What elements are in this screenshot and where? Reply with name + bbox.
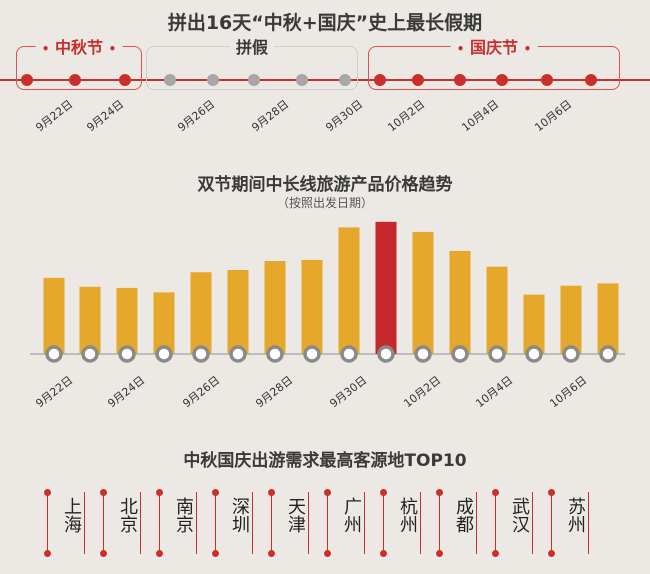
city-name: 天津 <box>285 497 306 533</box>
timeline-day-dot <box>119 74 131 86</box>
bar-base-dot <box>192 345 210 363</box>
timeline-day-dot <box>339 74 351 86</box>
price-bar <box>523 294 545 354</box>
timeline-day-dot <box>207 74 219 86</box>
mid-autumn-label: • 中秋节 • <box>35 34 123 58</box>
city-marker-dot <box>436 489 443 496</box>
bar-base-dot <box>303 345 321 363</box>
city-marker-dot <box>100 489 107 496</box>
national-day-group: • 国庆节 • <box>368 34 620 90</box>
city-marker-dot <box>380 489 387 496</box>
bar-base-dot <box>377 345 395 363</box>
price-bar <box>375 221 397 354</box>
bridge-leave-label: 拼假 <box>229 34 275 58</box>
price-bar <box>449 250 471 354</box>
timeline-day-dot <box>248 74 260 86</box>
city-marker-dot <box>212 489 219 496</box>
city-marker-dot <box>156 550 163 557</box>
chart-subtitle: （按照出发日期） <box>276 196 373 210</box>
city-marker-dot <box>436 550 443 557</box>
price-bar <box>227 270 249 354</box>
timeline-day-dot <box>412 74 424 86</box>
city-item: 武汉 <box>492 489 533 557</box>
bar-base-dot <box>340 345 358 363</box>
city-item: 南京 <box>156 489 197 557</box>
cities-title: 中秋国庆出游需求最高客源地TOP10 <box>183 451 467 471</box>
timeline-day-dot <box>164 74 176 86</box>
city-marker-dot <box>548 550 555 557</box>
timeline-day-dot <box>454 74 466 86</box>
bar-base-dot <box>45 345 63 363</box>
bridge-leave-group: 拼假 <box>146 34 358 90</box>
bar-base-dot <box>266 345 284 363</box>
price-bar <box>486 266 508 354</box>
city-marker-dot <box>44 489 51 496</box>
city-marker-dot <box>548 489 555 496</box>
main-title: 拼出16天“中秋+国庆”史上最长假期 <box>167 12 483 34</box>
bar-base-dot <box>155 345 173 363</box>
city-item: 苏州 <box>548 489 589 557</box>
price-bar <box>412 231 434 354</box>
city-item: 上海 <box>44 489 85 557</box>
city-name: 武汉 <box>509 497 530 533</box>
city-marker-dot <box>492 489 499 496</box>
bar-base-dot <box>451 345 469 363</box>
bar-base-dot <box>488 345 506 363</box>
city-item: 深圳 <box>212 489 253 557</box>
timeline-day-dot <box>69 74 81 86</box>
timeline-day-dot <box>374 74 386 86</box>
price-bar <box>597 283 619 354</box>
city-name: 南京 <box>173 497 194 533</box>
price-bar <box>338 227 360 354</box>
city-item: 杭州 <box>380 489 421 557</box>
bar-base-dot <box>562 345 580 363</box>
national-day-label: • 国庆节 • <box>450 34 538 58</box>
mid-autumn-group: • 中秋节 • <box>16 34 142 90</box>
price-bar <box>560 285 582 354</box>
price-bar <box>153 292 175 354</box>
city-marker-dot <box>324 550 331 557</box>
timeline-day-dot <box>541 74 553 86</box>
city-name: 杭州 <box>397 497 418 533</box>
timeline-day-dot <box>296 74 308 86</box>
city-marker-dot <box>492 550 499 557</box>
city-marker-dot <box>156 489 163 496</box>
city-name: 北京 <box>117 497 138 533</box>
price-trend-chart <box>30 221 625 363</box>
city-marker-dot <box>268 550 275 557</box>
bar-base-dot <box>525 345 543 363</box>
city-marker-dot <box>100 550 107 557</box>
timeline-day-dot <box>585 74 597 86</box>
price-bar <box>190 272 212 354</box>
bar-base-dot <box>229 345 247 363</box>
price-bar <box>116 287 138 354</box>
price-bar <box>79 286 101 354</box>
city-name: 苏州 <box>565 497 586 533</box>
city-marker-dot <box>212 550 219 557</box>
city-item: 成都 <box>436 489 477 557</box>
city-marker-dot <box>324 489 331 496</box>
price-bar <box>301 259 323 354</box>
price-bar <box>43 277 65 354</box>
city-name: 上海 <box>61 497 82 533</box>
bar-base-dot <box>81 345 99 363</box>
bar-base-dot <box>414 345 432 363</box>
chart-title: 双节期间中长线旅游产品价格趋势 <box>197 175 453 195</box>
city-marker-dot <box>268 489 275 496</box>
city-item: 北京 <box>100 489 141 557</box>
city-marker-dot <box>380 550 387 557</box>
city-name: 广州 <box>341 497 362 533</box>
city-item: 天津 <box>268 489 309 557</box>
city-item: 广州 <box>324 489 365 557</box>
city-marker-dot <box>44 550 51 557</box>
timeline-line <box>0 79 650 81</box>
timeline-day-dot <box>21 74 33 86</box>
bar-base-dot <box>118 345 136 363</box>
city-name: 深圳 <box>229 497 250 533</box>
price-bar <box>264 261 286 354</box>
city-name: 成都 <box>453 497 474 533</box>
timeline-day-dot <box>496 74 508 86</box>
bar-base-dot <box>599 345 617 363</box>
